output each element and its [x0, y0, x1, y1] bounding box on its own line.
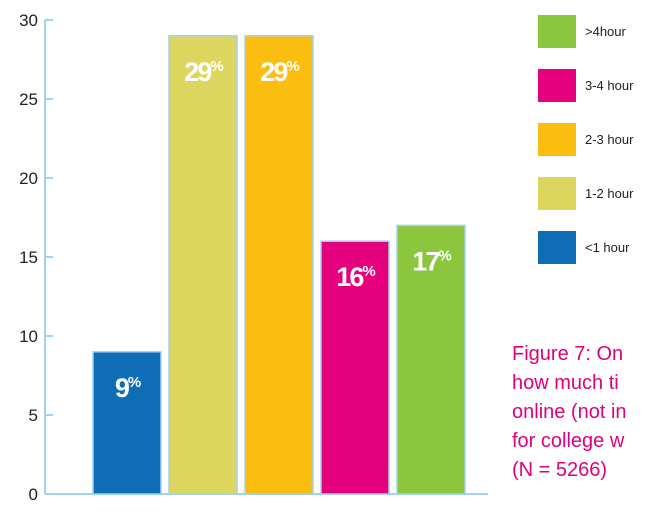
bar-value-labels: 9% 29% 29% 16% 17% — [115, 57, 454, 403]
legend-swatch — [538, 231, 576, 264]
caption-line: online (not in — [512, 401, 627, 423]
bar — [168, 35, 238, 495]
y-tick-label: 15 — [19, 248, 38, 267]
bar-value-label: 29% — [184, 57, 223, 87]
y-tick-label: 10 — [19, 327, 38, 346]
bars — [92, 35, 466, 495]
legend-label: 2-3 hour — [585, 132, 634, 147]
legend-label: 3-4 hour — [585, 78, 634, 93]
y-tick-label: 30 — [19, 11, 38, 30]
caption-line: for college w — [512, 430, 625, 452]
y-tick-label: 20 — [19, 169, 38, 188]
figure-caption: Figure 7: On how much ti online (not in … — [512, 340, 652, 485]
y-tick-label: 0 — [29, 485, 38, 504]
caption-line: Figure 7: On — [512, 343, 624, 365]
legend-label: >4hour — [585, 24, 627, 39]
caption-line: (N = 5266) — [512, 459, 608, 481]
bar-value-label: 9% — [115, 373, 141, 403]
legend-label: 1-2 hour — [585, 186, 634, 201]
legend-swatch — [538, 123, 576, 156]
y-tick-label: 5 — [29, 406, 38, 425]
bar — [244, 35, 314, 495]
legend-swatch — [538, 15, 576, 48]
bar-value-label: 17% — [412, 246, 451, 276]
legend-label: <1 hour — [585, 240, 630, 255]
bar — [320, 240, 390, 495]
bar — [396, 224, 466, 495]
legend-swatch — [538, 69, 576, 102]
legend: >4hour 3-4 hour 2-3 hour 1-2 hour <1 hour — [538, 15, 634, 264]
y-tick-label: 25 — [19, 90, 38, 109]
bar — [92, 351, 162, 495]
caption-line: how much ti — [512, 372, 619, 394]
bar-value-label: 16% — [336, 262, 375, 292]
legend-swatch — [538, 177, 576, 210]
bar-value-label: 29% — [260, 57, 299, 87]
